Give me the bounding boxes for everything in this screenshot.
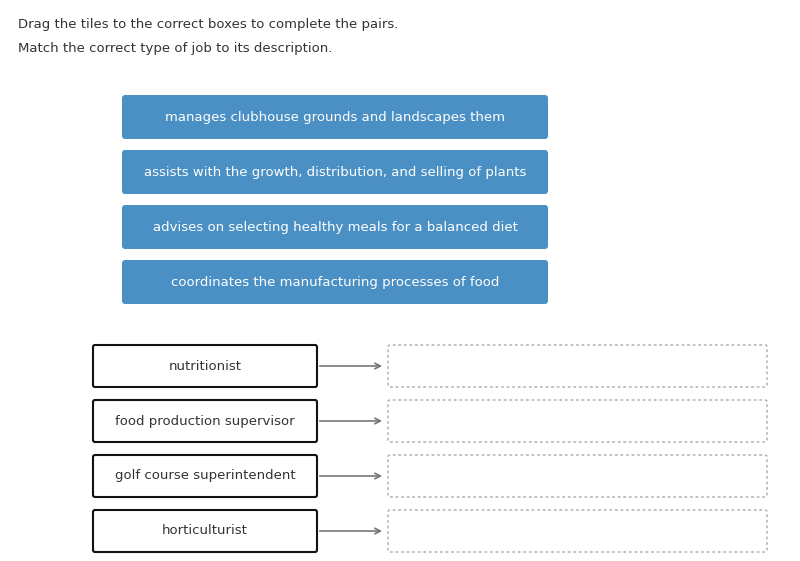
FancyBboxPatch shape: [122, 95, 548, 139]
FancyBboxPatch shape: [388, 455, 767, 497]
Text: manages clubhouse grounds and landscapes them: manages clubhouse grounds and landscapes…: [165, 111, 505, 123]
Text: assists with the growth, distribution, and selling of plants: assists with the growth, distribution, a…: [144, 165, 526, 178]
Text: nutritionist: nutritionist: [169, 360, 242, 373]
FancyBboxPatch shape: [93, 345, 317, 387]
Text: coordinates the manufacturing processes of food: coordinates the manufacturing processes …: [171, 275, 499, 288]
FancyBboxPatch shape: [93, 510, 317, 552]
FancyBboxPatch shape: [388, 400, 767, 442]
FancyBboxPatch shape: [122, 260, 548, 304]
FancyBboxPatch shape: [388, 510, 767, 552]
FancyBboxPatch shape: [388, 345, 767, 387]
Text: golf course superintendent: golf course superintendent: [114, 470, 295, 482]
Text: advises on selecting healthy meals for a balanced diet: advises on selecting healthy meals for a…: [153, 220, 518, 233]
Text: food production supervisor: food production supervisor: [115, 415, 295, 427]
Text: horticulturist: horticulturist: [162, 525, 248, 537]
FancyBboxPatch shape: [122, 205, 548, 249]
Text: Drag the tiles to the correct boxes to complete the pairs.: Drag the tiles to the correct boxes to c…: [18, 18, 398, 31]
FancyBboxPatch shape: [93, 455, 317, 497]
Text: Match the correct type of job to its description.: Match the correct type of job to its des…: [18, 42, 332, 55]
FancyBboxPatch shape: [93, 400, 317, 442]
FancyBboxPatch shape: [122, 150, 548, 194]
